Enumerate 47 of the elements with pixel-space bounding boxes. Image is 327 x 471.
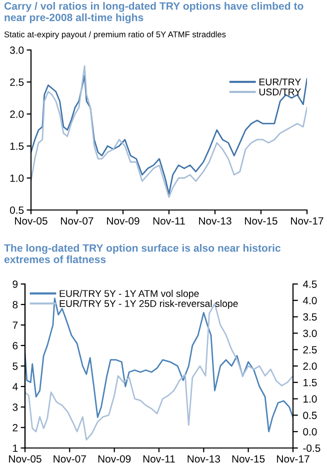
x-tick-label: Nov-09 — [107, 217, 140, 225]
y2-tick-label: 4.5 — [302, 280, 317, 288]
y-tick-label: 8 — [12, 301, 18, 308]
y-tick-label: 7 — [12, 322, 18, 329]
y-tick-label: 0.5 — [10, 206, 24, 214]
y2-tick-label: 1.0 — [304, 395, 317, 403]
x-tick-label: Nov-05 — [15, 217, 48, 225]
x-tick-label: Nov-13 — [199, 217, 232, 225]
x-tick-label: Nov-09 — [98, 455, 131, 463]
y-tick-label: 1 — [13, 444, 18, 452]
y-tick-label: 1.5 — [10, 142, 24, 150]
legend-label: USD/TRY — [259, 88, 301, 96]
y2-tick-label: 2.5 — [303, 346, 317, 354]
x-tick-label: Nov-17 — [277, 455, 310, 463]
y2-tick-label: 0.5 — [303, 412, 317, 420]
y-tick-label: 2 — [12, 424, 18, 432]
x-tick-label: Nov-11 — [143, 455, 175, 463]
y2-tick-label: 1.5 — [304, 379, 317, 386]
y-tick-label: 3.0 — [10, 46, 24, 54]
x-tick-label: Nov-07 — [54, 455, 86, 463]
y-tick-label: 9 — [12, 280, 18, 288]
y2-tick-label: 3.0 — [303, 330, 317, 338]
x-tick-label: Nov-15 — [232, 455, 265, 463]
y2-tick-label: -0.5 — [303, 444, 320, 452]
y-tick-label: 1.0 — [10, 174, 24, 182]
chart-title: The long-dated TRY option surface is also near historic extremes of flatness — [4, 244, 281, 264]
y-tick-label: 6 — [12, 342, 18, 350]
x-tick-label: Nov-07 — [61, 217, 94, 225]
y2-tick-label: 3.5 — [303, 313, 317, 321]
x-tick-label: Nov-05 — [9, 455, 42, 463]
y2-tick-label: 0.0 — [303, 428, 317, 436]
legend-label: EUR/TRY 5Y - 1Y 25D risk-reversal slope — [60, 300, 238, 309]
y-tick-label: 2.0 — [10, 110, 24, 118]
y-tick-label: 3 — [12, 404, 18, 411]
y-tick-label: 5 — [12, 362, 18, 370]
x-tick-label: Nov-15 — [245, 217, 278, 225]
legend-label: EUR/TRY — [259, 78, 301, 86]
y-tick-label: 4 — [12, 383, 18, 390]
chart-subtitle: Static at-expiry payout / premium ratio of 5Y ATMF straddles — [4, 31, 226, 39]
x-tick-label: Nov-11 — [153, 217, 185, 225]
x-tick-label: Nov-13 — [188, 455, 220, 463]
y-tick-label: 2.5 — [10, 78, 24, 86]
legend-label: EUR/TRY 5Y - 1Y ATM vol slope — [60, 290, 199, 299]
y2-tick-label: 4.0 — [302, 296, 317, 304]
y2-tick-label: 2.0 — [303, 362, 317, 370]
x-tick-label: Nov-17 — [291, 217, 324, 225]
chart-title: Carry / vol ratios in long-dated TRY options have climbed to near pre-2008 all-time highs — [4, 2, 304, 24]
